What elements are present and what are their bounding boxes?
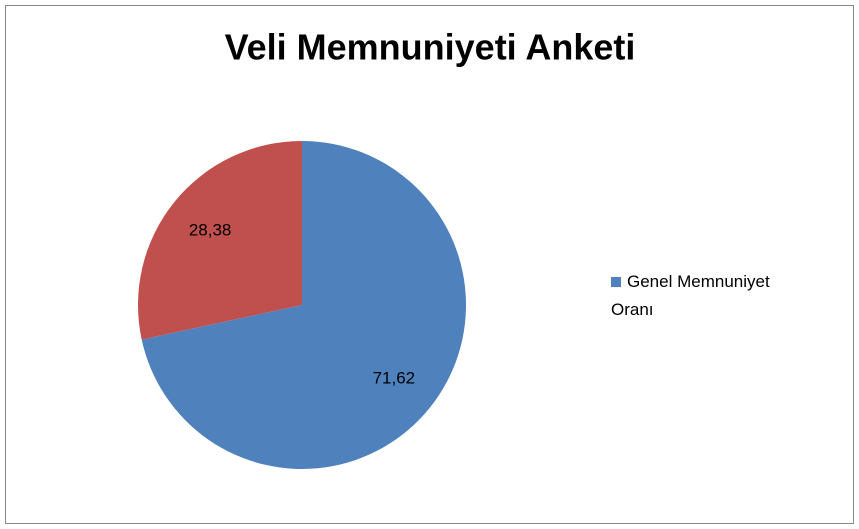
legend-item: Genel Memnuniyet Oranı bbox=[611, 268, 771, 324]
pie-slice bbox=[137, 141, 302, 340]
data-label: 28,38 bbox=[189, 220, 232, 239]
legend: Genel Memnuniyet Oranı bbox=[611, 268, 771, 324]
legend-swatch bbox=[611, 277, 621, 287]
pie-slice bbox=[141, 141, 467, 469]
chart-title: Veli Memnuniyeti Anketi bbox=[225, 27, 636, 68]
legend-label: Genel Memnuniyet Oranı bbox=[611, 272, 770, 319]
data-label: 71,62 bbox=[373, 369, 416, 388]
